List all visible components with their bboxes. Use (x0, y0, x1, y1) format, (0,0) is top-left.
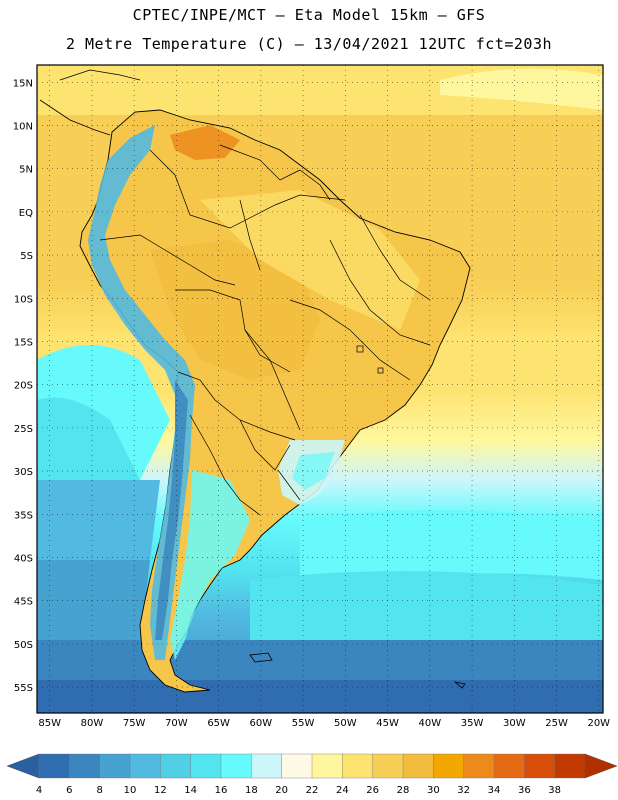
lon-tick-label: 80W (81, 718, 104, 729)
lat-tick-label: 35S (14, 510, 33, 521)
colorbar-tick-label: 10 (124, 785, 137, 796)
map-subtitle: 2 Metre Temperature (C) – 13/04/2021 12U… (65, 35, 553, 53)
colorbar-tick-label: 36 (518, 785, 531, 796)
lon-tick-label: 30W (503, 718, 526, 729)
patagonia-cool (170, 470, 250, 660)
lat-tick-label: 45S (14, 597, 33, 608)
south-brazil-cooler (292, 452, 335, 490)
map-field (37, 65, 603, 713)
lat-tick-label: 5S (20, 251, 33, 262)
colorbar-swatch (251, 753, 283, 779)
colorbar: 4 6 8 10 12 14 16 18 20 22 24 26 28 30 32 34 36 38 (6, 753, 618, 796)
pacific-cool3 (37, 480, 160, 560)
colorbar-swatch (402, 753, 434, 779)
colorbar-over-arrow (584, 753, 618, 779)
atlantic-cooler (250, 571, 603, 640)
lon-tick-label: 20W (587, 718, 610, 729)
colorbar-swatch (38, 753, 70, 779)
colorbar-swatch (524, 753, 556, 779)
andes-cold (155, 380, 188, 640)
axis-labels: 15N 10N 5N EQ 5S 10S 15S 20S 25S 30S 35S 40S 45S 50S 5… (13, 78, 610, 729)
lat-tick-label: EQ (19, 208, 33, 219)
colorbar-swatch (160, 753, 192, 779)
lat-tick-label: 15S (14, 337, 33, 348)
colorbar-swatch (342, 753, 374, 779)
lon-tick-label: 35W (461, 718, 484, 729)
lon-tick-label: 70W (165, 718, 188, 729)
lat-tick-label: 40S (14, 553, 33, 564)
lon-tick-label: 40W (419, 718, 442, 729)
colorbar-swatch (190, 753, 222, 779)
central-america-coast (39, 99, 111, 136)
lon-tick-label: 75W (123, 718, 146, 729)
colorbar-swatch (554, 753, 586, 779)
lat-tick-label: 20S (14, 381, 33, 392)
lake-outline (356, 345, 364, 353)
colorbar-tick-label: 30 (427, 785, 440, 796)
colorbar-tick-label: 22 (306, 785, 319, 796)
lon-tick-label: 25W (545, 718, 568, 729)
map-title: CPTEC/INPE/MCT – Eta Model 15km – GFS (132, 6, 486, 24)
colorbar-tick-label: 16 (215, 785, 228, 796)
lat-tick-label: 50S (14, 640, 33, 651)
southern-coldest (37, 680, 603, 713)
caribbean-coast (59, 69, 141, 81)
lon-tick-label: 60W (250, 718, 273, 729)
colorbar-tick-label: 12 (154, 785, 167, 796)
lat-tick-label: 5N (19, 165, 33, 176)
colorbar-swatch (311, 753, 343, 779)
colorbar-tick-label: 14 (184, 785, 197, 796)
colorbar-tick-label: 6 (66, 785, 72, 796)
colorbar-tick-label: 4 (36, 785, 42, 796)
colorbar-swatch (69, 753, 101, 779)
pacific-cool2 (37, 397, 140, 480)
lon-tick-label: 85W (38, 718, 61, 729)
lat-tick-label: 15N (13, 78, 33, 89)
falklands-outline (249, 652, 273, 663)
central-brazil-mild (200, 190, 420, 330)
lake-outline (377, 367, 384, 374)
colorbar-swatch (463, 753, 495, 779)
venezuela-hot (170, 125, 240, 160)
colorbar-under-arrow (6, 753, 40, 779)
colorbar-tick-label: 34 (488, 785, 501, 796)
lat-tick-label: 10N (13, 121, 33, 132)
colorbar-swatch (99, 753, 131, 779)
colorbar-tick-label: 24 (336, 785, 349, 796)
colorbar-swatch (281, 753, 313, 779)
colorbar-swatch (220, 753, 252, 779)
map-frame (36, 64, 604, 714)
colorbar-tick-label: 20 (275, 785, 288, 796)
colorbar-tick-label: 8 (96, 785, 102, 796)
lat-tick-label: 25S (14, 424, 33, 435)
lat-tick-label: 10S (14, 294, 33, 305)
colorbar-swatch (129, 753, 161, 779)
lon-tick-label: 45W (376, 718, 399, 729)
interior-warm (150, 240, 320, 380)
south-georgia-outline (453, 681, 466, 689)
lon-tick-label: 50W (334, 718, 357, 729)
lon-tick-label: 55W (292, 718, 315, 729)
lon-tick-label: 65W (207, 718, 230, 729)
colorbar-swatch (493, 753, 525, 779)
lat-lon-grid (37, 65, 603, 713)
north-sea-pale (440, 68, 603, 110)
lat-tick-label: 30S (14, 467, 33, 478)
colorbar-tick-label: 18 (245, 785, 258, 796)
colorbar-tick-label: 32 (457, 785, 470, 796)
colorbar-swatch (372, 753, 404, 779)
pacific-cool4 (37, 560, 150, 650)
colorbar-tick-label: 28 (397, 785, 410, 796)
colorbar-swatch (433, 753, 465, 779)
colorbar-tick-label: 38 (548, 785, 561, 796)
colorbar-tick-label: 26 (366, 785, 379, 796)
lat-tick-label: 55S (14, 683, 33, 694)
